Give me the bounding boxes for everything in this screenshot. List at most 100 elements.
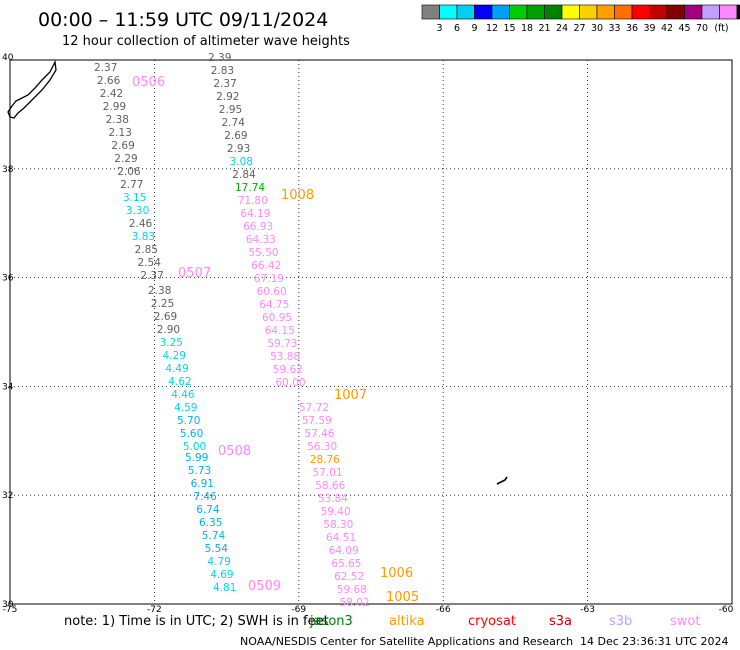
wave-height-value: 5.99: [185, 452, 208, 464]
wave-height-value: 2.38: [106, 114, 129, 126]
map-subtitle: 12 hour collection of altimeter wave hei…: [62, 34, 350, 49]
wave-height-value: 2.69: [224, 130, 247, 142]
wave-height-value: 57.72: [299, 402, 329, 414]
wave-height-value: 64.19: [240, 208, 270, 220]
wave-height-value: 4.59: [174, 402, 197, 414]
wave-height-value: 4.62: [168, 376, 191, 388]
legend-swatch: [491, 4, 510, 20]
wave-height-value: 60.95: [262, 312, 292, 324]
lat-tick-label: 38: [2, 165, 14, 175]
wave-height-value: 58.30: [323, 519, 353, 531]
wave-height-value: 2.46: [129, 218, 153, 230]
legend-swatch: [614, 4, 633, 20]
legend-label: 27: [573, 23, 585, 34]
wave-height-value: 5.74: [202, 530, 226, 542]
wave-height-value: 2.39: [208, 52, 231, 64]
wave-height-value: 4.29: [163, 350, 186, 362]
wave-height-value: 56.30: [307, 441, 337, 453]
credit-line: NOAA/NESDIS Center for Satellite Applica…: [240, 635, 573, 648]
legend-label: 6: [454, 23, 460, 34]
satellite-name-cryosat: cryosat: [468, 614, 516, 629]
graticule: [10, 60, 732, 604]
lon-tick-label: -75: [3, 605, 18, 615]
legend-swatch: [701, 4, 720, 20]
wave-height-value: 2.66: [97, 75, 121, 87]
track-time-tag: 0509: [248, 579, 281, 594]
wave-height-value: 2.99: [103, 101, 126, 113]
coastline: [7, 59, 57, 119]
wave-height-value: 6.91: [191, 478, 214, 490]
wave-height-value: 28.76: [310, 454, 340, 466]
wave-height-value: 6.35: [199, 517, 222, 529]
legend-swatch: [456, 4, 475, 20]
wave-height-value: 2.06: [117, 166, 141, 178]
lat-tick-label: 30: [2, 600, 14, 610]
satellite-legend: jason3 altika cryosat s3a s3b swot: [309, 614, 700, 629]
wave-height-value: 5.54: [205, 543, 229, 555]
wave-height-value: 64.33: [246, 234, 276, 246]
wave-height-value: 60.60: [257, 286, 287, 298]
wave-height-value: 2.85: [135, 244, 158, 256]
wave-height-value: 2.54: [138, 257, 162, 269]
track-time-tag: 0506: [132, 75, 165, 90]
wave-height-value: 66.42: [251, 260, 281, 272]
wave-height-value: 5.60: [180, 428, 203, 440]
wave-height-value: 2.93: [227, 143, 250, 155]
wave-height-value: 2.38: [148, 285, 171, 297]
wave-height-value: 4.81: [213, 582, 236, 594]
wave-height-value: 5.73: [188, 465, 211, 477]
legend-swatch: [526, 4, 545, 20]
wave-height-value: 2.95: [219, 104, 242, 116]
wave-height-value: 2.69: [154, 311, 177, 323]
wave-height-value: 71.80: [238, 195, 268, 207]
satellite-name-s3b: s3b: [609, 614, 632, 629]
wave-height-value: 2.29: [114, 153, 137, 165]
wave-height-value: 4.79: [207, 556, 230, 568]
lat-tick-label: 40: [2, 53, 14, 63]
wave-height-value: 53.88: [270, 351, 300, 363]
legend-swatch: [631, 4, 650, 20]
wave-height-value: 64.51: [326, 532, 356, 544]
wave-height-value: 2.84: [232, 169, 256, 181]
map-frame: [9, 59, 733, 605]
lon-tick-label: -63: [580, 605, 595, 615]
legend-swatch: [439, 4, 458, 20]
wave-height-value: 59.68: [337, 584, 367, 596]
lon-tick-label: -66: [436, 605, 451, 615]
wave-height-value: 2.37: [94, 62, 117, 74]
legend-swatch: [561, 4, 580, 20]
timestamp: 14 Dec 23:36:31 UTC 2024: [580, 635, 728, 648]
legend-swatch: [719, 4, 738, 20]
legend-label: 18: [521, 23, 533, 34]
wave-height-value: 5.70: [177, 415, 200, 427]
wave-height-value: 57.59: [302, 415, 332, 427]
satellite-name-altika: altika: [389, 614, 425, 629]
legend-swatch: [684, 4, 703, 20]
bermuda-island: [496, 476, 508, 485]
legend-label: 45: [678, 23, 690, 34]
wave-height-value: 62.52: [334, 571, 364, 583]
wave-height-value: 3.83: [132, 231, 155, 243]
lat-tick-label: 36: [2, 274, 14, 284]
satellite-name-s3a: s3a: [549, 614, 572, 629]
legend-swatch: [509, 4, 528, 20]
legend-swatch: [736, 4, 740, 20]
wave-height-value: 17.74: [235, 182, 265, 194]
track-time-tag: 1007: [334, 388, 367, 403]
track-time-tag: 0508: [218, 444, 251, 459]
wave-height-value: 2.74: [222, 117, 246, 129]
wave-height-value: 3.15: [123, 192, 146, 204]
wave-height-value: 2.13: [109, 127, 132, 139]
track-time-tag: 1005: [386, 590, 419, 605]
wave-height-value: 2.92: [216, 91, 239, 103]
wave-height-value: 2.25: [151, 298, 174, 310]
footnote: note: 1) Time is in UTC; 2) SWH is in fe…: [64, 614, 329, 629]
legend-label: 21: [538, 23, 550, 34]
wave-height-value: 2.69: [111, 140, 134, 152]
wave-height-value: 2.42: [100, 88, 123, 100]
wave-height-value: 4.46: [171, 389, 195, 401]
track-time-tag: 1006: [380, 566, 413, 581]
legend-swatch: [421, 4, 440, 20]
wave-height-value: 4.49: [165, 363, 188, 375]
